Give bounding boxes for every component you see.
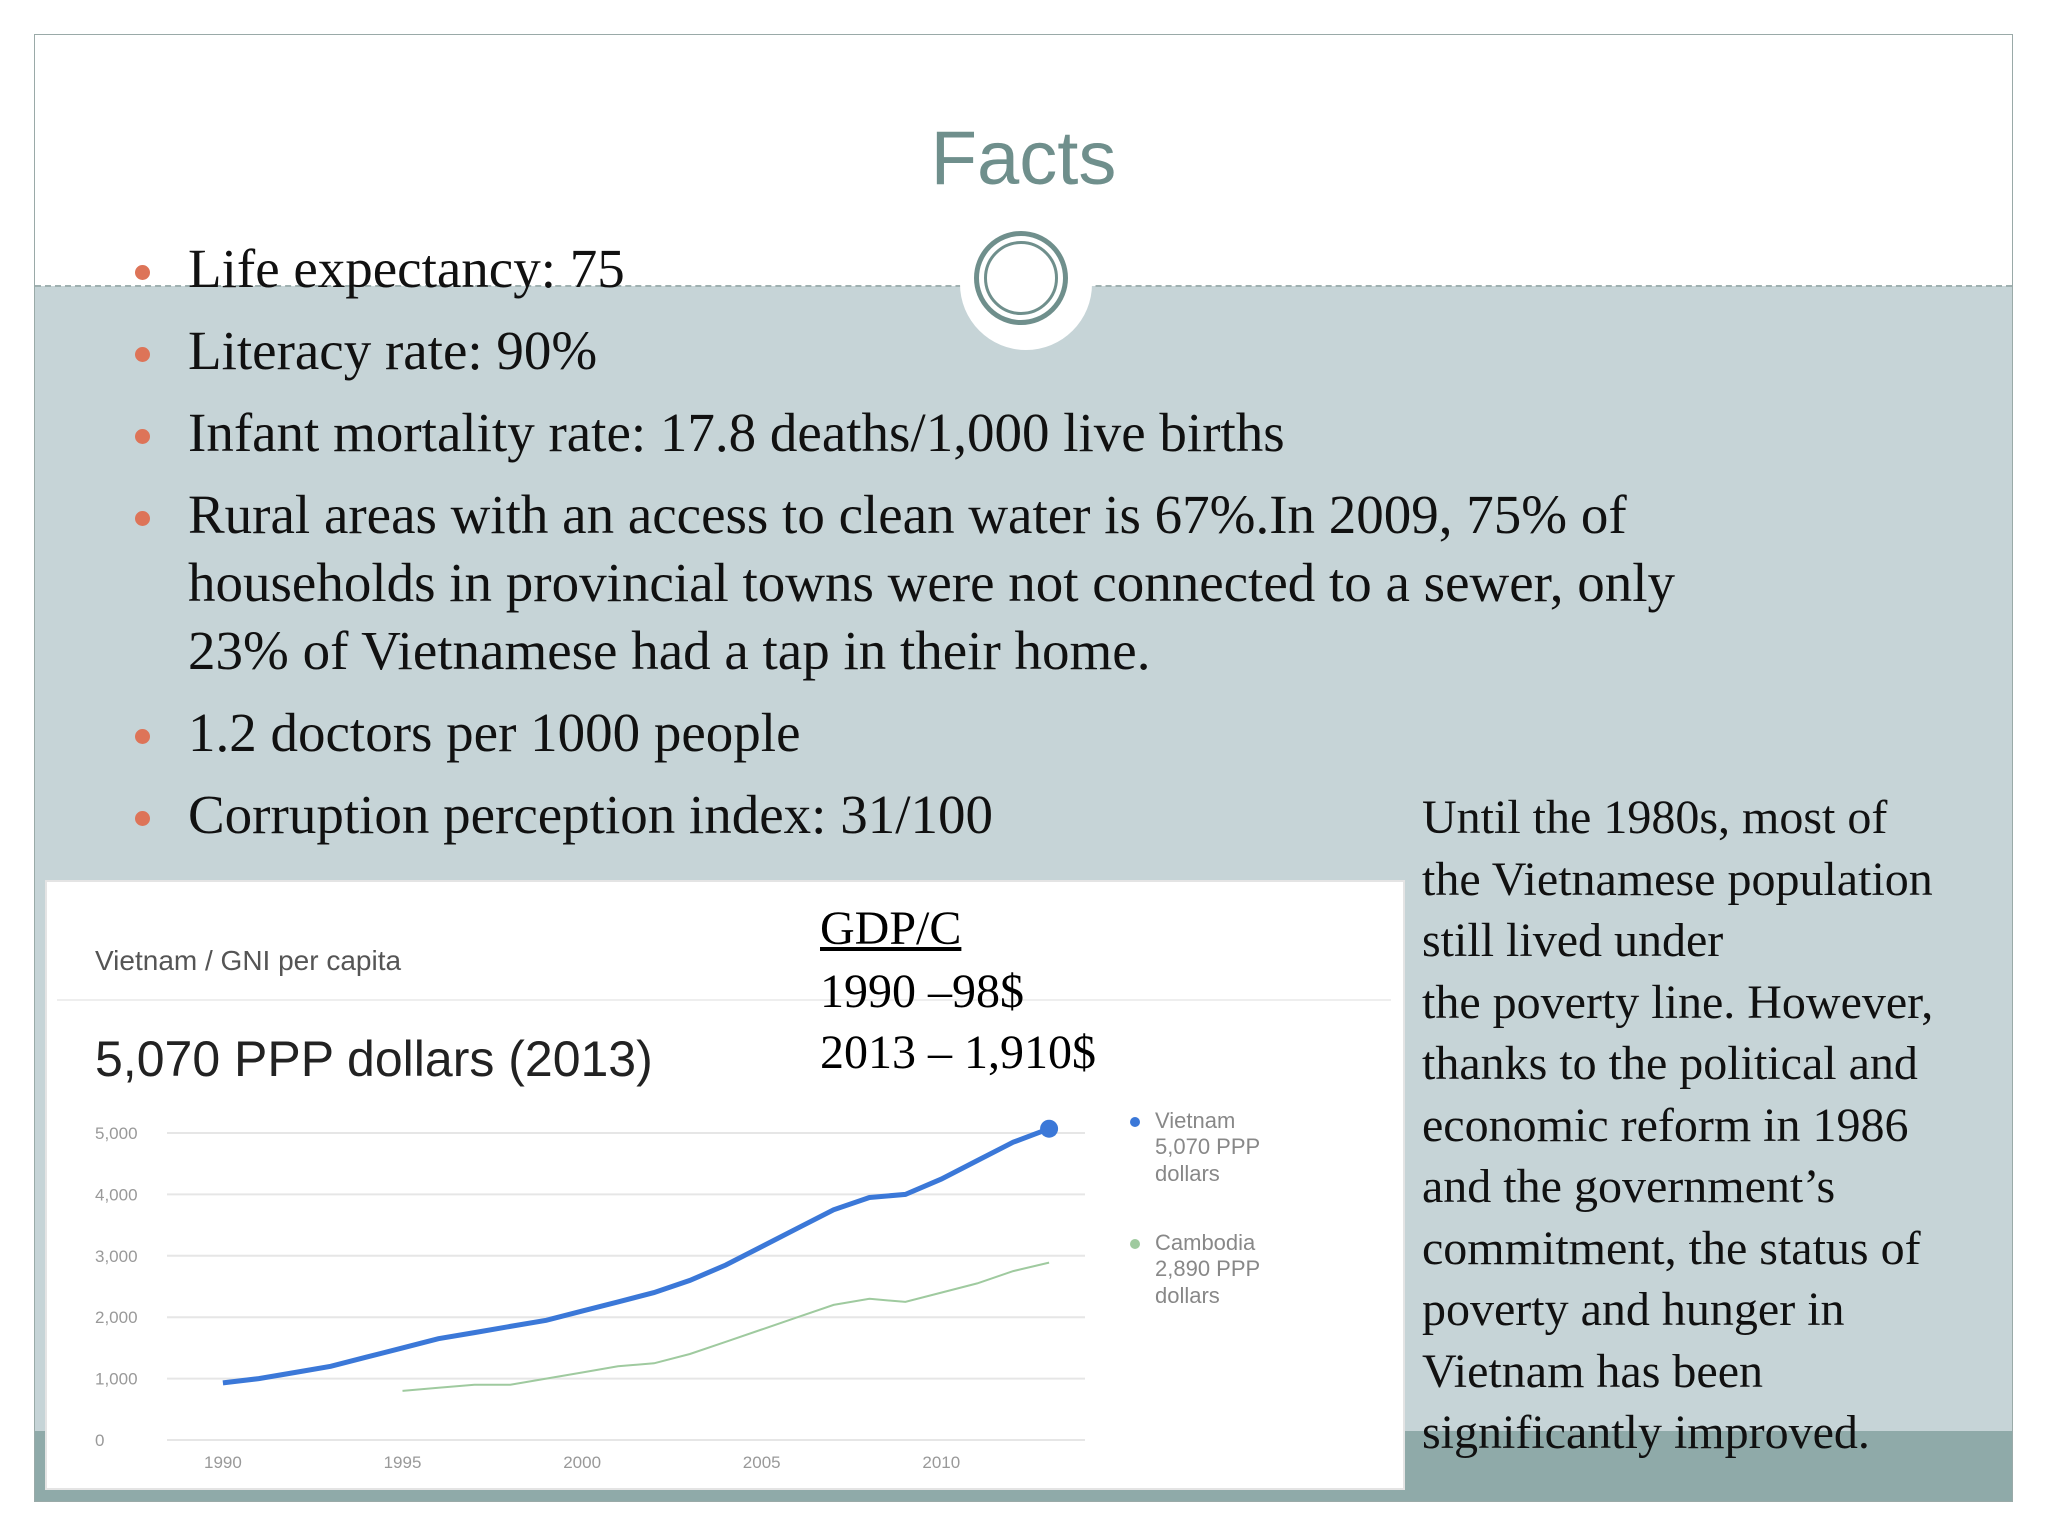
bullet-text: Corruption perception index: 31/100 bbox=[188, 784, 993, 845]
divider-ornament-ring-inner bbox=[984, 241, 1058, 315]
y-tick-label: 5,000 bbox=[95, 1124, 138, 1143]
paragraph-line: still lived under bbox=[1422, 914, 1724, 967]
y-tick-label: 1,000 bbox=[95, 1370, 138, 1389]
gdp-line: 2013 – 1,910$ bbox=[820, 1026, 1096, 1079]
x-tick-label: 2005 bbox=[743, 1453, 781, 1472]
paragraph-line: the poverty line. However, bbox=[1422, 975, 1934, 1029]
divider-ornament-ring bbox=[974, 231, 1068, 325]
chart-card bbox=[45, 880, 1405, 1490]
x-tick-label: 1995 bbox=[384, 1453, 422, 1472]
legend-dot bbox=[1130, 1239, 1140, 1249]
bullet-dot bbox=[135, 511, 150, 526]
chart-subtitle: 5,070 PPP dollars (2013) bbox=[95, 1031, 653, 1087]
slide-title: Facts bbox=[930, 116, 1117, 201]
gdp-line: 1990 –98$ bbox=[820, 965, 1024, 1018]
paragraph-line: poverty and hunger in bbox=[1422, 1283, 1845, 1336]
bullet-dot bbox=[135, 729, 150, 744]
bullet-text: households in provincial towns were not … bbox=[188, 552, 1676, 613]
series-line bbox=[402, 1261, 1050, 1392]
y-tick-label: 4,000 bbox=[95, 1185, 138, 1204]
chart-title: Vietnam / GNI per capita bbox=[95, 945, 402, 976]
bullet-text: Rural areas with an access to clean wate… bbox=[188, 484, 1627, 545]
y-tick-label: 2,000 bbox=[95, 1308, 138, 1327]
x-tick-label: 2000 bbox=[563, 1453, 601, 1472]
chart: Vietnam / GNI per capita 5,070 PPP dollar… bbox=[57, 945, 1391, 1472]
paragraph-line: Vietnam has been bbox=[1422, 1344, 1763, 1398]
paragraph-line: and the government’s bbox=[1422, 1160, 1836, 1213]
bullet-text: Life expectancy: 75 bbox=[188, 238, 625, 299]
legend-dot bbox=[1130, 1117, 1140, 1127]
legend-name: Vietnam bbox=[1155, 1108, 1235, 1133]
y-tick-label: 0 bbox=[95, 1431, 104, 1450]
paragraph-line: Until the 1980s, most of bbox=[1422, 791, 1888, 844]
x-tick-label: 1990 bbox=[204, 1453, 242, 1472]
legend-value: 5,070 PPP dollars bbox=[1155, 1134, 1260, 1186]
bullet-text: 23% of Vietnamese had a tap in their hom… bbox=[188, 620, 1151, 681]
series-line bbox=[222, 1126, 1050, 1386]
paragraph-line: significantly improved. bbox=[1422, 1406, 1870, 1459]
paragraph-line: thanks to the political and bbox=[1422, 1037, 1918, 1090]
bullet-text: 1.2 doctors per 1000 people bbox=[188, 702, 801, 763]
bullet-dot bbox=[135, 265, 150, 280]
paragraph-line: the Vietnamese population bbox=[1422, 852, 1933, 906]
bullet-dot bbox=[135, 347, 150, 362]
y-tick-label: 3,000 bbox=[95, 1247, 138, 1266]
slide: Facts Life expectancy: 75 Literacy rate: … bbox=[34, 34, 2013, 1502]
bullet-text: Infant mortality rate: 17.8 deaths/1,000… bbox=[188, 402, 1285, 463]
legend-name: Cambodia bbox=[1155, 1230, 1256, 1255]
bullet-text: Literacy rate: 90% bbox=[188, 320, 598, 381]
legend-value: 2,890 PPP dollars bbox=[1155, 1256, 1260, 1308]
bullet-dot bbox=[135, 429, 150, 444]
paragraph-line: commitment, the status of bbox=[1422, 1221, 1921, 1275]
gdp-heading: GDP/C bbox=[820, 902, 962, 955]
bullet-dot bbox=[135, 811, 150, 826]
paragraph-line: economic reform in 1986 bbox=[1422, 1098, 1909, 1152]
endpoint bbox=[1040, 1119, 1059, 1138]
x-tick-label: 2010 bbox=[922, 1453, 960, 1472]
